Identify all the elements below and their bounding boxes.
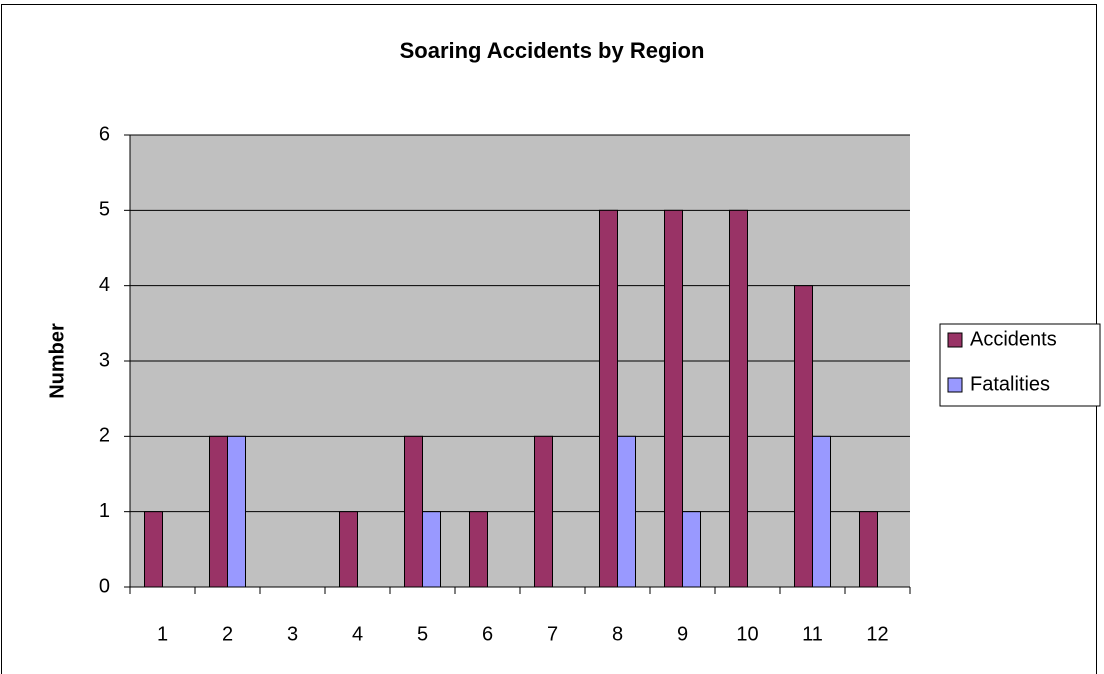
x-tick-label: 9 [677,623,688,645]
x-tick-label: 11 [802,623,823,645]
x-tick-label: 4 [352,623,363,645]
bar [682,511,701,588]
bar [144,511,163,588]
bar [339,511,358,588]
y-tick-label: 6 [99,123,110,145]
y-tick-label: 4 [99,274,110,296]
bar [794,285,813,588]
legend-swatch [947,332,963,348]
x-tick-label: 1 [157,623,168,645]
legend-label: Accidents [970,328,1057,350]
x-tick-label: 6 [482,623,493,645]
y-tick-label: 1 [99,500,110,522]
bar [534,435,553,588]
bar [617,435,636,588]
x-tick-label: 7 [547,623,558,645]
x-tick-label: 10 [736,623,758,645]
y-tick-label: 0 [99,575,110,597]
bar [812,435,831,588]
legend-label: Fatalities [970,373,1050,395]
x-tick-label: 2 [222,623,233,645]
x-tick-label: 8 [612,623,623,645]
bar [404,435,423,588]
legend-swatch [947,377,963,393]
bar [469,511,488,588]
bar [209,435,228,588]
bar [859,511,878,588]
chart-title: Soaring Accidents by Region [400,38,705,63]
x-tick-label: 3 [287,623,298,645]
bar [599,209,618,588]
x-tick-label: 5 [417,623,428,645]
bar [422,511,441,588]
bar [227,435,246,588]
bar [729,209,748,588]
y-tick-label: 5 [99,199,110,221]
bar [664,209,683,588]
y-tick-label: 2 [99,425,110,447]
x-tick-label: 12 [866,623,888,645]
y-tick-label: 3 [99,349,110,371]
legend [939,323,1101,407]
y-axis-label: Number [46,323,68,399]
